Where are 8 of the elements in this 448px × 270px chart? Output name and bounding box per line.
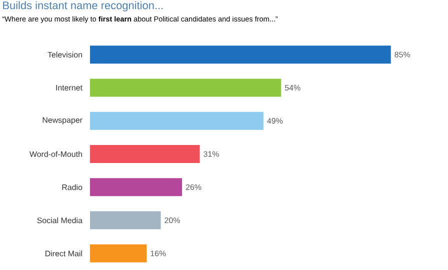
bar [90, 78, 282, 97]
bar [90, 46, 391, 64]
bar [90, 211, 161, 230]
bar [90, 244, 147, 262]
bar [90, 178, 182, 196]
bar [90, 112, 264, 130]
bar [90, 145, 200, 164]
chart-title: Builds instant name recognition... [3, 1, 163, 12]
